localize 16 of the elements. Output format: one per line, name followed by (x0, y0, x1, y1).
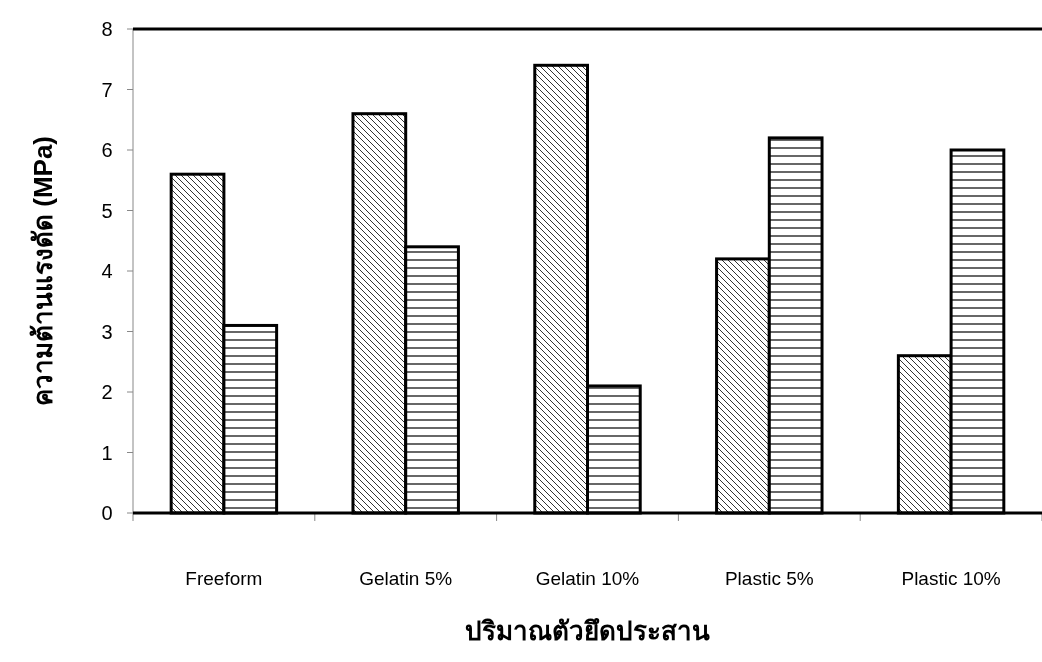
x-tick-label: Freeform (185, 568, 263, 589)
x-tick-label: Plastic 10% (901, 568, 1001, 589)
y-axis-title: ความต้านแรงดัด (MPa) (28, 136, 58, 406)
x-tick-label: Gelatin 5% (359, 568, 453, 589)
y-tick-label: 4 (101, 260, 113, 282)
y-tick-label: 8 (101, 18, 113, 40)
x-axis-title: ปริมาณตัวยึดประสาน (465, 616, 710, 646)
y-tick-label: 5 (101, 199, 113, 222)
y-tick-label: 7 (101, 78, 113, 101)
y-tick-label: 2 (101, 381, 113, 403)
y-tick-label: 1 (101, 441, 113, 464)
x-tick-label: Gelatin 10% (535, 568, 640, 589)
y-tick-label: 3 (101, 320, 113, 343)
y-tick-label: 0 (101, 502, 113, 524)
x-tick-label: Plastic 5% (724, 568, 814, 589)
y-tick-label: 6 (101, 139, 113, 161)
